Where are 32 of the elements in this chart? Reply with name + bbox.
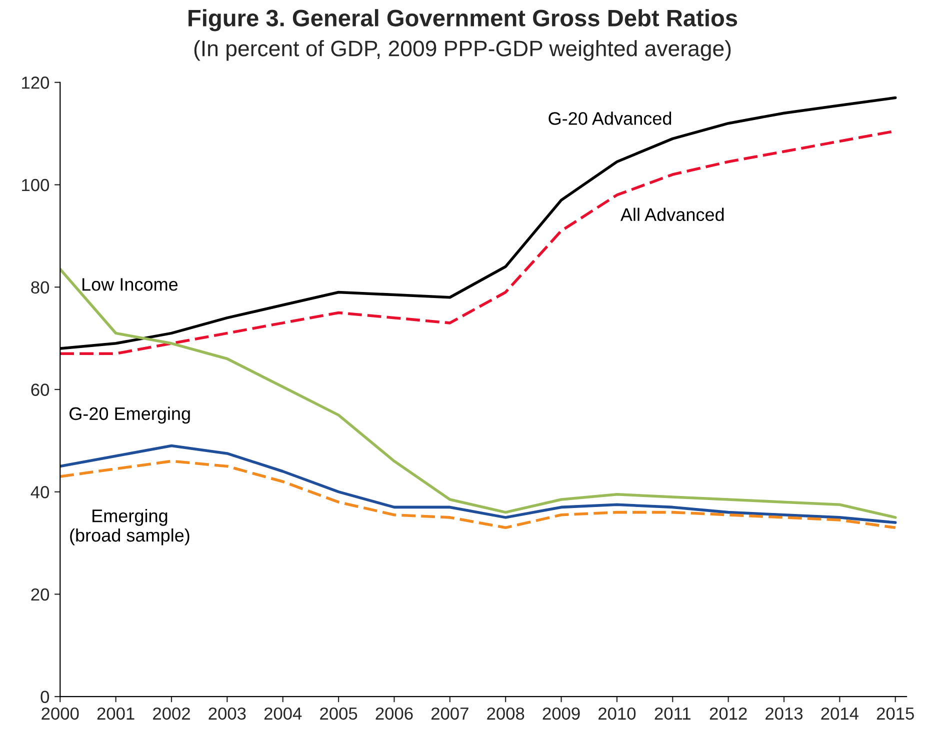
series-label: All Advanced xyxy=(620,208,724,222)
series-label: G-20 Advanced xyxy=(548,112,672,125)
x-tick-label: 2004 xyxy=(264,707,302,720)
series-label: Emerging (broad sample) xyxy=(70,509,190,546)
y-tick-label: 120 xyxy=(22,76,50,89)
y-tick-label: 80 xyxy=(31,281,50,294)
line-series xyxy=(60,444,897,524)
x-tick-label: 2010 xyxy=(598,707,636,720)
line-series xyxy=(60,460,897,530)
y-tick-label: 0 xyxy=(40,690,50,704)
x-tick-label: 2014 xyxy=(821,707,858,720)
x-tick-label: 2013 xyxy=(766,707,803,720)
x-tick-label: 2005 xyxy=(320,707,358,720)
x-tick-label: 2003 xyxy=(208,707,246,720)
y-tick-label: 20 xyxy=(31,588,50,601)
x-tick-label: 2011 xyxy=(654,707,690,720)
x-tick-label: 2009 xyxy=(542,707,580,720)
chart-subtitle: (In percent of GDP, 2009 PPP-GDP weighted average) xyxy=(194,40,731,61)
series-label: G-20 Emerging xyxy=(70,406,190,424)
x-tick-label: 2007 xyxy=(431,707,468,720)
y-tick-label: 100 xyxy=(22,178,50,192)
series-label: Low Income xyxy=(82,278,178,291)
x-tick-label: 2008 xyxy=(487,707,524,720)
y-tick-label: 40 xyxy=(30,486,50,498)
x-tick-label: 2015 xyxy=(876,707,914,720)
x-tick-label: 2001 xyxy=(97,707,134,720)
chart-title: Figure 3. General Government Gross Debt Ratios xyxy=(188,9,738,32)
y-tick-label: 60 xyxy=(31,384,50,396)
x-tick-label: 2006 xyxy=(376,707,413,720)
x-tick-label: 2012 xyxy=(710,707,747,720)
x-tick-label: 2000 xyxy=(42,707,79,720)
x-tick-label: 2002 xyxy=(153,707,190,720)
